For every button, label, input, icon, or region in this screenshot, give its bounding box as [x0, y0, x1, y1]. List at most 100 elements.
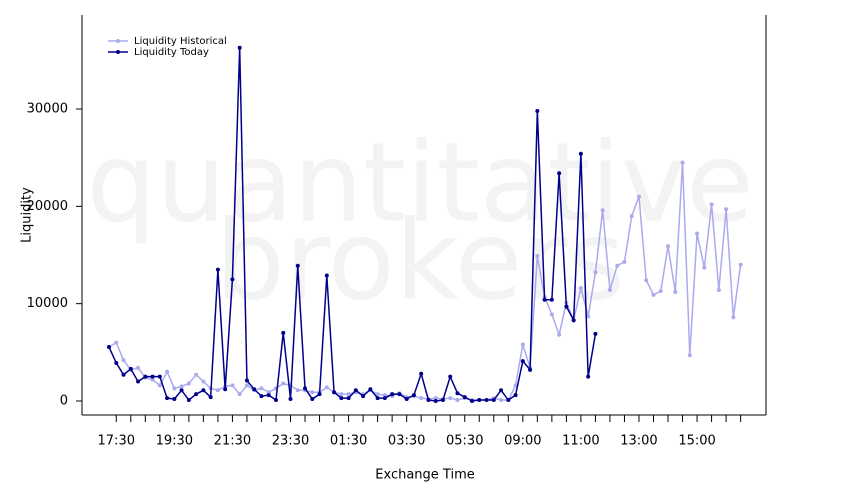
data-point — [165, 369, 170, 374]
data-point — [157, 374, 162, 379]
data-point — [506, 398, 511, 403]
x-tick-label: 09:00 — [504, 434, 541, 449]
data-point — [252, 387, 257, 392]
x-tick-label: 03:30 — [388, 434, 425, 449]
legend-label: Liquidity Today — [134, 47, 209, 58]
data-point — [230, 277, 235, 282]
data-point — [346, 392, 351, 397]
data-point — [353, 388, 358, 393]
data-point — [666, 244, 671, 249]
data-point — [499, 398, 504, 403]
data-point — [513, 383, 518, 388]
x-tick-label: 05:30 — [446, 434, 483, 449]
data-point — [411, 393, 416, 398]
data-point — [194, 392, 199, 397]
data-point — [615, 263, 620, 268]
data-point — [172, 386, 177, 391]
data-point — [455, 391, 460, 396]
data-point — [622, 259, 627, 264]
data-point — [215, 388, 220, 393]
data-point — [266, 393, 271, 398]
data-point — [484, 398, 489, 403]
x-axis-label: Exchange Time — [375, 468, 474, 483]
data-point — [440, 398, 445, 403]
data-point — [549, 297, 554, 302]
data-point — [542, 297, 547, 302]
data-point — [157, 383, 162, 388]
data-point — [128, 366, 133, 371]
data-point — [426, 398, 431, 403]
data-point — [578, 151, 583, 156]
data-point — [179, 384, 184, 389]
legend-swatch — [116, 50, 120, 54]
legend-swatch — [116, 39, 120, 43]
data-point — [578, 286, 583, 291]
x-tick-label: 01:30 — [330, 434, 367, 449]
data-point — [382, 393, 387, 398]
y-tick-label: 20000 — [27, 199, 68, 214]
data-point — [535, 108, 540, 113]
data-point — [680, 160, 685, 165]
data-point — [738, 262, 743, 267]
data-point — [303, 386, 308, 391]
data-point — [586, 314, 591, 319]
data-point — [593, 331, 598, 336]
data-point — [375, 392, 380, 397]
data-point — [215, 267, 220, 272]
data-point — [150, 374, 155, 379]
y-tick-label: 30000 — [27, 102, 68, 117]
data-point — [455, 398, 460, 403]
data-point — [709, 202, 714, 207]
data-point — [281, 381, 286, 386]
data-point — [266, 390, 271, 395]
data-point — [564, 304, 569, 309]
data-point — [136, 379, 141, 384]
x-tick-label: 11:00 — [562, 434, 599, 449]
data-point — [121, 372, 126, 377]
data-point — [586, 374, 591, 379]
x-tick-label: 19:30 — [156, 434, 193, 449]
data-point — [143, 374, 148, 379]
data-point — [346, 396, 351, 401]
data-point — [339, 396, 344, 401]
x-tick-label: 21:30 — [214, 434, 251, 449]
data-point — [716, 288, 721, 293]
data-point — [433, 398, 438, 403]
data-point — [237, 45, 242, 50]
data-point — [520, 359, 525, 364]
data-point — [310, 390, 315, 395]
data-point — [557, 332, 562, 337]
data-point — [535, 253, 540, 258]
data-point — [237, 392, 242, 397]
data-point — [600, 208, 605, 213]
data-point — [390, 392, 395, 397]
data-point — [724, 207, 729, 212]
data-point — [244, 378, 249, 383]
data-point — [114, 340, 119, 345]
data-point — [186, 381, 191, 386]
legend-label: Liquidity Historical — [134, 36, 227, 47]
data-point — [208, 395, 213, 400]
data-point — [448, 396, 453, 401]
data-point — [448, 374, 453, 379]
data-point — [324, 273, 329, 278]
data-point — [317, 392, 322, 397]
data-point — [201, 388, 206, 393]
data-point — [361, 394, 366, 399]
data-point — [433, 396, 438, 401]
data-point — [150, 377, 155, 382]
data-point — [368, 387, 373, 392]
data-point — [165, 396, 170, 401]
data-point — [419, 396, 424, 401]
series-line — [108, 162, 742, 401]
data-point — [230, 383, 235, 388]
x-tick-label: 13:00 — [620, 434, 657, 449]
data-point — [702, 265, 707, 270]
data-point — [549, 312, 554, 317]
x-tick-label: 15:00 — [678, 434, 715, 449]
data-point — [339, 392, 344, 397]
y-tick-label: 0 — [60, 393, 68, 408]
data-point — [295, 263, 300, 268]
data-point — [179, 388, 184, 393]
data-point — [194, 372, 199, 377]
